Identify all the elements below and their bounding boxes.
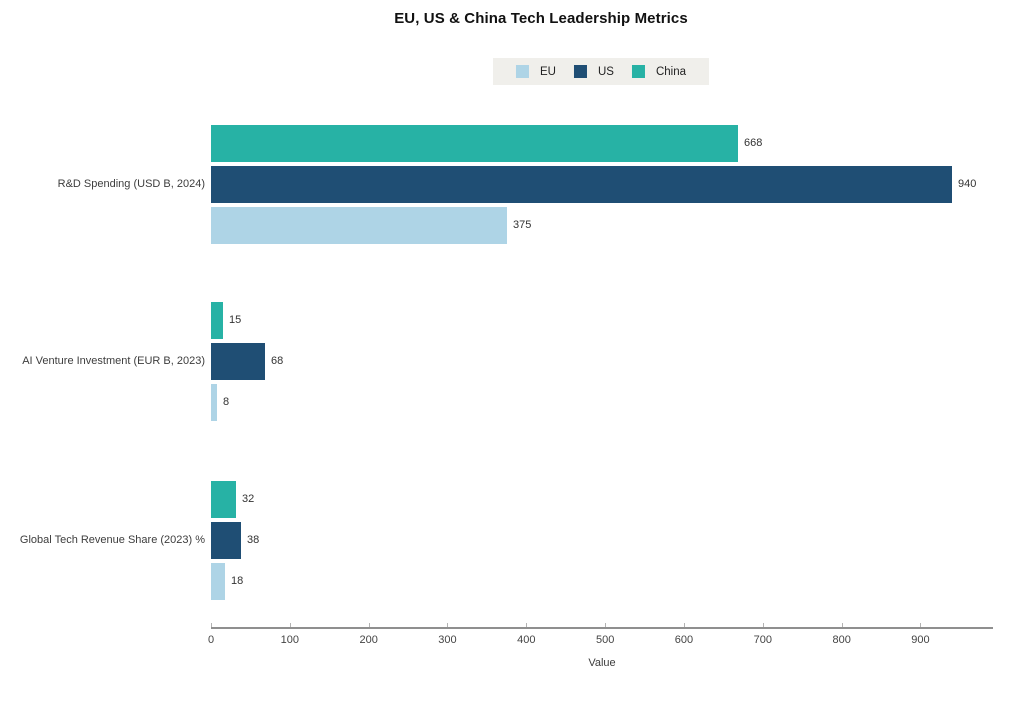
value-label: 68 [271,355,284,367]
x-tick-label: 300 [438,634,457,646]
value-label: 32 [242,493,255,505]
value-label: 940 [958,178,977,190]
value-label: 38 [247,534,260,546]
x-tick-mark [683,623,685,627]
legend-label-us: US [597,65,614,78]
bar-china [211,124,738,162]
x-tick-mark [920,623,922,627]
x-tick-label: 400 [517,634,536,646]
x-axis-line [211,627,993,629]
x-tick-mark [211,623,212,627]
x-tick-label: 500 [595,634,615,646]
value-label: 15 [229,314,242,326]
x-tick-mark [762,623,764,627]
bar-eu [211,206,507,244]
x-tick-mark [526,623,528,627]
x-tick-label: 700 [753,634,772,646]
bar-eu [211,562,225,600]
bar-eu [211,383,217,421]
legend-item-china[interactable]: China [631,65,687,78]
chart-title: EU, US & China Tech Leadership Metrics [394,10,688,27]
value-label: 375 [513,219,532,231]
legend-label-china: China [655,65,687,78]
x-tick-label: 200 [359,634,378,646]
x-tick-mark [447,623,449,627]
bar-us [211,342,265,380]
x-tick-mark [368,623,370,627]
legend-item-eu[interactable]: EU [515,65,556,78]
legend: EU US China [492,58,710,85]
x-tick-mark [841,623,843,627]
legend-label-eu: EU [539,65,556,78]
eu-swatch-icon [515,65,529,78]
x-tick-label: 0 [207,634,215,646]
x-tick-label: 900 [911,634,930,646]
x-tick-label: 600 [674,634,694,646]
bar-china [211,480,236,518]
legend-item-us[interactable]: US [573,65,614,78]
x-axis-title: Value [588,657,616,669]
us-swatch-icon [573,65,587,78]
bar-china [211,301,223,339]
china-swatch-icon [631,65,645,78]
bar-us [211,165,952,203]
x-tick-label: 800 [832,634,851,646]
category-label: R&D Spending (USD B, 2024) [57,178,205,190]
bar-us [211,521,241,559]
category-label: Global Tech Revenue Share (2023) % [19,534,205,546]
category-label: AI Venture Investment (EUR B, 2023) [22,355,205,367]
x-tick-label: 100 [280,634,300,646]
value-label: 668 [744,137,763,149]
x-tick-mark [605,623,607,627]
x-tick-mark [289,623,291,627]
value-label: 8 [223,396,230,408]
value-label: 18 [231,575,244,587]
